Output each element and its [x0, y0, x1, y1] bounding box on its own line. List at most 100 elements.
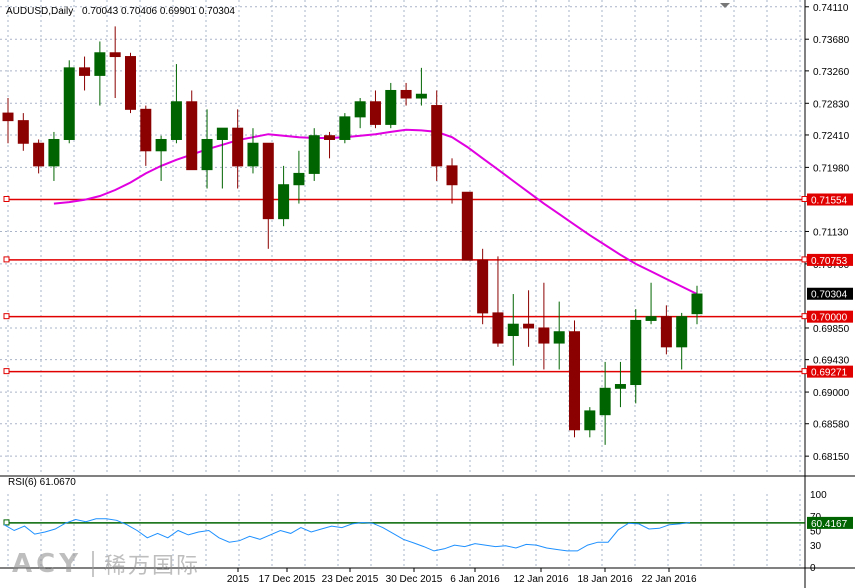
price-level-handle [801, 313, 808, 320]
candle [676, 312, 688, 370]
price-level-handle [801, 256, 808, 263]
candle [630, 309, 642, 404]
candle-body [170, 101, 182, 140]
watermark-brand-cn: 稀万国际 [104, 554, 201, 579]
candle-body [17, 120, 29, 144]
current-price-badge-label: 0.70304 [811, 290, 848, 301]
price-tick-label: 0.71980 [813, 163, 850, 174]
candle-body [339, 116, 351, 140]
candle-body [140, 108, 152, 152]
candle [477, 248, 489, 325]
price-tick-label: 0.69000 [813, 388, 850, 399]
candle [415, 67, 427, 106]
price-tick-label: 0.72410 [813, 131, 850, 142]
candle-body [278, 184, 290, 220]
rsi-line [3, 518, 691, 552]
candle-body [201, 138, 213, 171]
candle [140, 105, 152, 166]
level-badge: 0.70000 [807, 310, 853, 324]
candle-body [293, 172, 305, 186]
level-badge-bg [807, 310, 853, 323]
candle-body [385, 89, 397, 125]
candle-body [507, 323, 519, 337]
candle-body [2, 112, 14, 122]
price-tick-label: 0.72830 [813, 99, 850, 110]
candle-body [676, 316, 688, 348]
candle [63, 60, 75, 144]
watermark-separator [92, 551, 95, 577]
candle [324, 131, 336, 159]
price-tick-label: 0.69430 [813, 356, 850, 367]
candle [691, 285, 703, 325]
rsi-level-badge-label: 60.4167 [811, 519, 848, 530]
price-levels [3, 196, 808, 375]
level-badge-bg [807, 193, 853, 206]
rsi-tick-label: 30 [810, 541, 822, 552]
candle-body [308, 135, 320, 174]
candle [599, 361, 611, 445]
window-scroll-marker-icon[interactable] [720, 3, 730, 8]
candle-body [216, 127, 228, 140]
ma-line [53, 128, 698, 295]
candle [247, 128, 259, 174]
time-tick-label: 17 Dec 2015 [259, 574, 316, 585]
candle-body [48, 138, 60, 167]
candle-body [369, 101, 381, 125]
level-badge-bg [807, 253, 853, 266]
time-tick-label: 22 Jan 2016 [641, 574, 696, 585]
candle-body [477, 259, 489, 314]
candle-body [691, 293, 703, 315]
candle [201, 109, 213, 189]
level-badge: 0.70753 [807, 253, 853, 267]
moving-average [53, 128, 698, 295]
candle-body [79, 67, 91, 76]
candle [385, 82, 397, 129]
candle [155, 135, 167, 181]
time-tick-label: 23 Dec 2015 [322, 574, 379, 585]
candle [431, 90, 443, 181]
price-tick-label: 0.73260 [813, 67, 850, 78]
candle-body [33, 142, 45, 167]
candle-body [569, 331, 581, 431]
candle [278, 165, 290, 227]
candle [645, 282, 657, 325]
rsi-level-handle [3, 519, 10, 526]
candle [492, 256, 504, 347]
candle [216, 127, 228, 189]
price-level-handle [3, 196, 10, 202]
candle [79, 56, 91, 91]
time-tick-label: 18 Jan 2016 [577, 574, 632, 585]
price-tick-label: 0.74110 [813, 3, 849, 14]
candle-body [247, 142, 259, 167]
candle [553, 301, 565, 370]
ohlc-label: 0.70043 0.70406 0.69901 0.70304 [82, 6, 235, 17]
candle [660, 305, 672, 355]
candle-body [660, 316, 672, 348]
candle [538, 282, 550, 370]
candle [584, 407, 596, 438]
candle-body [538, 327, 550, 344]
candle [507, 294, 519, 366]
candle [170, 64, 182, 144]
level-badge: 0.69271 [807, 365, 853, 379]
candle [369, 90, 381, 129]
price-badges: 0.71554 0.70753 0.70000 0.69271 0.70304 60.41… [807, 193, 853, 530]
candle-body [186, 101, 198, 171]
candle [461, 191, 473, 261]
candle [446, 158, 458, 204]
current-price-badge-bg [807, 287, 853, 300]
candle-body [124, 56, 136, 110]
candle-body [614, 384, 626, 389]
candle [614, 361, 626, 408]
candle [232, 109, 244, 189]
candle [124, 52, 136, 114]
candle [569, 320, 581, 438]
candle-body [109, 52, 121, 58]
time-tick-label: 30 Dec 2015 [386, 574, 443, 585]
candle [354, 98, 366, 129]
price-tick-label: 0.68580 [813, 420, 850, 431]
candle [2, 98, 14, 144]
candle-body [584, 410, 596, 431]
symbol-label: AUDUSD,Daily [6, 6, 73, 17]
